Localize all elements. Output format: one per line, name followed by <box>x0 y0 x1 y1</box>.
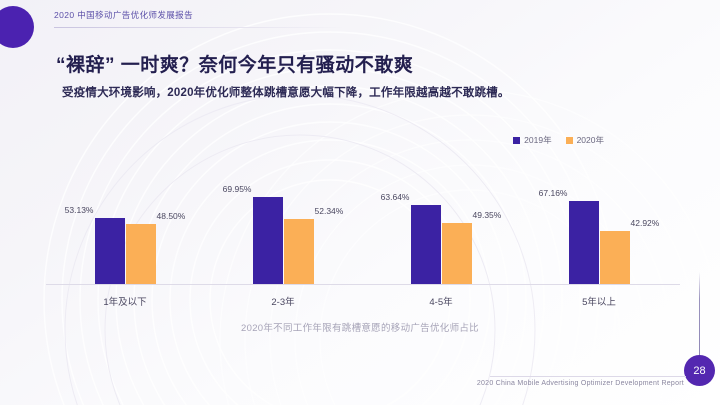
category-label: 2-3年 <box>271 297 295 308</box>
bar-value-label: 53.13% <box>64 205 94 216</box>
eyebrow-divider <box>54 27 344 28</box>
chart-category-labels: 1年及以下 2-3年 4-5年 5年以上 <box>46 294 680 310</box>
bar-value-label: 67.16% <box>538 187 568 198</box>
bar-wrap-2019[interactable]: 63.64% <box>381 160 441 284</box>
bar-2020[interactable] <box>125 223 156 284</box>
category-label: 1年及以下 <box>103 297 147 308</box>
bar-wrap-2019[interactable]: 69.95% <box>223 160 283 284</box>
bar-value-label: 48.50% <box>156 210 186 221</box>
legend-swatch-2020 <box>565 136 573 144</box>
legend-label-2019: 2019年 <box>524 135 552 145</box>
chart-caption: 2020年不同工作年限有跳槽意愿的移动广告优化师占比 <box>241 323 479 334</box>
bar-wrap-2020[interactable]: 49.35% <box>441 160 501 284</box>
bar-wrap-2020[interactable]: 42.92% <box>599 160 659 284</box>
bar-wrap-2020[interactable]: 48.50% <box>125 160 185 284</box>
category-label: 4-5年 <box>429 297 453 308</box>
chart-legend: 2019年 2020年 <box>513 134 604 146</box>
bar-wrap-2020[interactable]: 52.34% <box>283 160 343 284</box>
legend-item-2019[interactable]: 2019年 <box>513 134 552 146</box>
bar-2019[interactable] <box>410 205 441 284</box>
decorative-corner-circle <box>0 6 34 48</box>
bar-2019[interactable] <box>568 200 599 284</box>
bar-2019[interactable] <box>94 218 125 284</box>
bar-group: 69.95% 52.34% <box>204 160 362 284</box>
bar-value-label: 49.35% <box>472 209 502 220</box>
bar-wrap-2019[interactable]: 67.16% <box>539 160 599 284</box>
bar-2020[interactable] <box>599 230 630 284</box>
report-eyebrow-title: 2020 中国移动广告优化师发展报告 <box>54 10 193 20</box>
bar-value-label: 69.95% <box>222 184 252 195</box>
legend-swatch-2019 <box>513 136 521 144</box>
legend-label-2020: 2020年 <box>576 135 604 145</box>
bar-2020[interactable] <box>441 222 472 284</box>
page-number-badge: 28 <box>684 355 715 386</box>
bar-chart: 53.13% 48.50% 69.95% 52.34% <box>46 160 680 285</box>
bar-wrap-2019[interactable]: 53.13% <box>65 160 125 284</box>
footer-report-name: 2020 China Mobile Advertising Optimizer … <box>476 380 684 387</box>
legend-item-2020[interactable]: 2020年 <box>565 134 604 146</box>
page-number-stem <box>699 272 700 362</box>
bar-value-label: 52.34% <box>314 206 344 217</box>
bar-value-label: 63.64% <box>380 192 410 203</box>
bar-group: 67.16% 42.92% <box>520 160 678 284</box>
footer-divider <box>490 376 686 377</box>
bar-2020[interactable] <box>283 219 314 284</box>
bar-value-label: 42.92% <box>630 217 660 228</box>
page-title: “裸辞” 一时爽？奈何今年只有骚动不敢爽 <box>56 54 414 76</box>
bar-2019[interactable] <box>252 197 283 284</box>
bar-group: 53.13% 48.50% <box>46 160 204 284</box>
chart-baseline-axis <box>46 284 680 285</box>
page-subtitle: 受疫情大环境影响，2020年优化师整体跳槽意愿大幅下降，工作年限越高越不敢跳槽。 <box>62 86 510 99</box>
category-label: 5年以上 <box>582 297 616 308</box>
bar-group: 63.64% 49.35% <box>362 160 520 284</box>
